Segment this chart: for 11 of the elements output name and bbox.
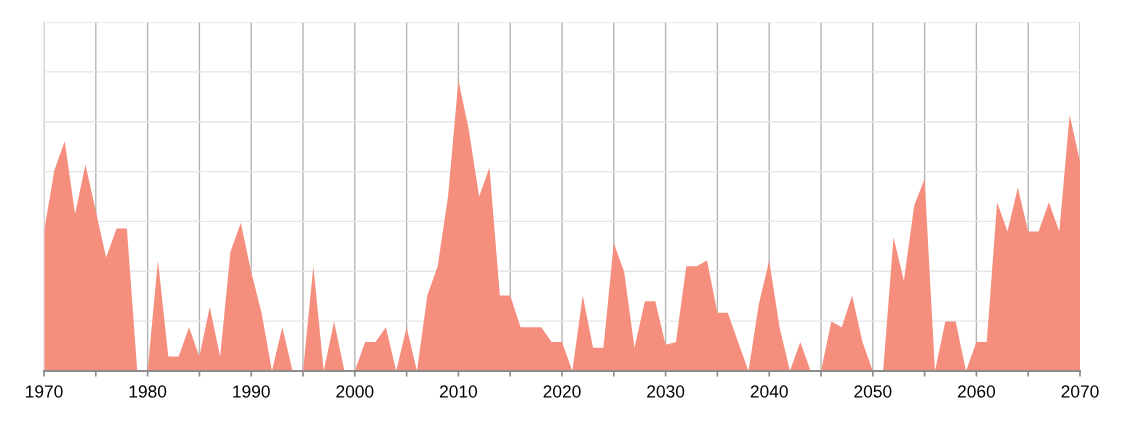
x-tick-label: 2070 [1061, 385, 1099, 398]
x-tick-label: 2030 [647, 385, 685, 398]
x-tick-label: 2000 [336, 385, 374, 398]
x-tick-label: 2050 [854, 385, 892, 398]
x-tick-label: 2020 [543, 385, 581, 398]
x-tick-label: 1980 [129, 385, 167, 398]
x-tick-label: 1990 [233, 385, 270, 398]
x-tick-label: 1970 [26, 385, 63, 398]
x-tick-label: 2040 [750, 385, 788, 398]
x-tick-label: 2010 [439, 385, 478, 398]
x-tick-label: 2060 [957, 385, 996, 398]
